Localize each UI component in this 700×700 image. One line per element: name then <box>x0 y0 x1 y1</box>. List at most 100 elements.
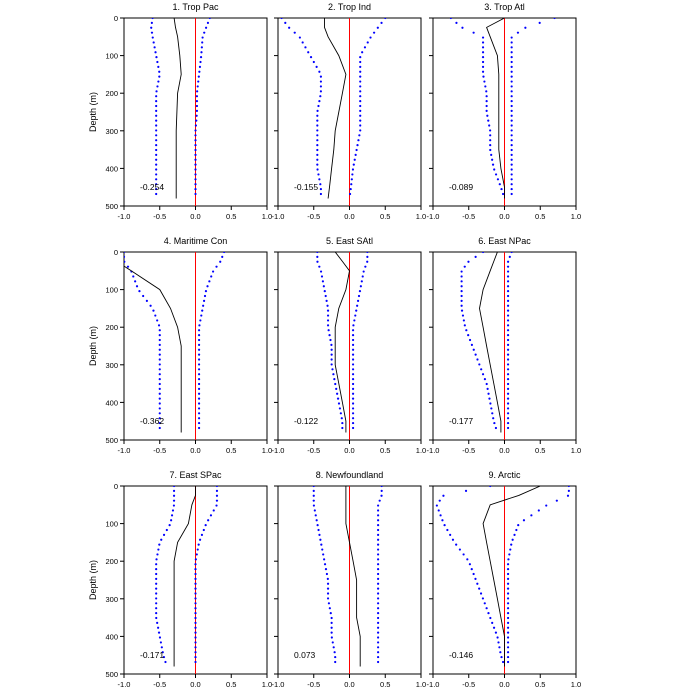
bound-dot <box>154 314 157 317</box>
bound-dot <box>321 548 324 551</box>
bound-dot <box>510 51 513 54</box>
bound-dot <box>380 486 383 488</box>
bound-dot <box>377 538 380 541</box>
bound-dot <box>491 158 494 161</box>
bound-dot <box>377 558 380 561</box>
bound-dot <box>359 119 362 122</box>
bound-upper <box>194 18 211 196</box>
bound-dot <box>449 533 452 536</box>
y-tick-label: 500 <box>105 436 118 445</box>
bound-dot <box>483 602 486 605</box>
bound-dot <box>491 412 494 415</box>
bound-dot <box>307 51 310 54</box>
bound-dot <box>468 563 471 566</box>
bound-dot <box>506 407 510 410</box>
bound-dot <box>194 636 197 639</box>
bound-dot <box>172 489 176 492</box>
bound-dot <box>330 616 333 620</box>
bound-dot <box>219 260 222 263</box>
bound-dot <box>320 543 323 546</box>
bound-dot <box>158 382 161 386</box>
bound-dot <box>326 577 329 580</box>
bound-dot <box>500 187 503 191</box>
bound-dot <box>124 260 126 263</box>
bound-dot <box>320 275 324 278</box>
bound-dot <box>157 548 160 551</box>
bound-dot <box>506 621 510 624</box>
bound-dot <box>506 368 510 371</box>
bound-dot <box>332 646 335 649</box>
bound-dot <box>506 421 510 425</box>
bound-dot <box>350 178 353 181</box>
y-tick-label: 500 <box>105 670 118 679</box>
bound-dot <box>316 255 319 258</box>
bound-dot <box>351 368 355 371</box>
x-tick-label: -0.5 <box>462 212 475 221</box>
panel-title: 5. East SAtl <box>326 236 373 246</box>
bound-dot <box>377 597 380 600</box>
bound-dot <box>170 519 173 522</box>
bound-dot <box>348 192 352 196</box>
bound-dot <box>566 494 570 497</box>
panel-value: -0.171 <box>140 650 164 660</box>
bound-dot <box>198 538 202 541</box>
bound-dot <box>319 85 322 88</box>
bound-dot <box>194 592 197 595</box>
x-tick-label: -1.0 <box>272 446 285 455</box>
panel-title: 2. Trop Ind <box>328 2 371 12</box>
y-tick-label: 300 <box>105 361 118 370</box>
bound-dot <box>481 51 485 54</box>
bound-dot <box>506 260 510 263</box>
bound-dot <box>171 509 175 512</box>
bound-dot <box>506 304 510 307</box>
bound-dot <box>506 426 510 430</box>
bound-dot <box>462 319 465 322</box>
x-tick-label: 0.5 <box>226 212 236 221</box>
y-tick-label: 500 <box>105 202 118 211</box>
bound-dot <box>312 60 315 64</box>
bound-dot <box>506 270 510 273</box>
bound-dot <box>460 275 463 278</box>
bound-dot <box>478 587 481 590</box>
x-tick-label: 0.0 <box>499 446 509 455</box>
bound-dot <box>359 90 362 93</box>
bound-dot <box>351 402 355 405</box>
bound-dot <box>510 46 513 49</box>
bound-dot <box>510 104 513 108</box>
x-tick-label: -0.5 <box>462 680 475 689</box>
bound-dot <box>351 412 355 415</box>
bound-dot <box>172 504 176 507</box>
bound-dot <box>435 504 438 507</box>
panel-5: 5. East SAtl -1.0 -0.5 0.0 0.5 1.0 -0.122 <box>272 236 427 455</box>
bound-dot <box>196 85 199 88</box>
bound-dot <box>155 582 158 585</box>
bound-dot <box>301 41 304 44</box>
bound-lower <box>155 486 176 664</box>
bound-dot <box>506 597 510 600</box>
bound-dot <box>316 143 319 147</box>
bound-dot <box>155 183 158 186</box>
bound-dot <box>339 412 342 415</box>
bound-dot <box>158 543 161 546</box>
bound-dot <box>315 65 318 68</box>
x-tick-label: 0.0 <box>344 212 354 221</box>
x-tick-label: -0.5 <box>153 446 166 455</box>
bound-dot <box>201 36 204 39</box>
bound-dot <box>158 417 161 420</box>
x-tick-label: -1.0 <box>427 446 440 455</box>
bound-dot <box>155 158 158 161</box>
bound-dot <box>489 134 492 137</box>
bound-dot <box>162 533 166 536</box>
y-tick-label: 200 <box>105 323 118 332</box>
bound-dot <box>359 114 362 117</box>
bound-dot <box>313 509 316 512</box>
bound-dot <box>155 119 158 122</box>
x-tick-label: 0.5 <box>226 446 236 455</box>
bound-dot <box>455 21 458 24</box>
bound-dot <box>353 319 356 322</box>
bound-dot <box>316 134 319 137</box>
bound-dot <box>204 524 207 527</box>
mean-line <box>345 486 361 667</box>
bound-dot <box>485 95 488 98</box>
bound-dot <box>156 85 159 88</box>
